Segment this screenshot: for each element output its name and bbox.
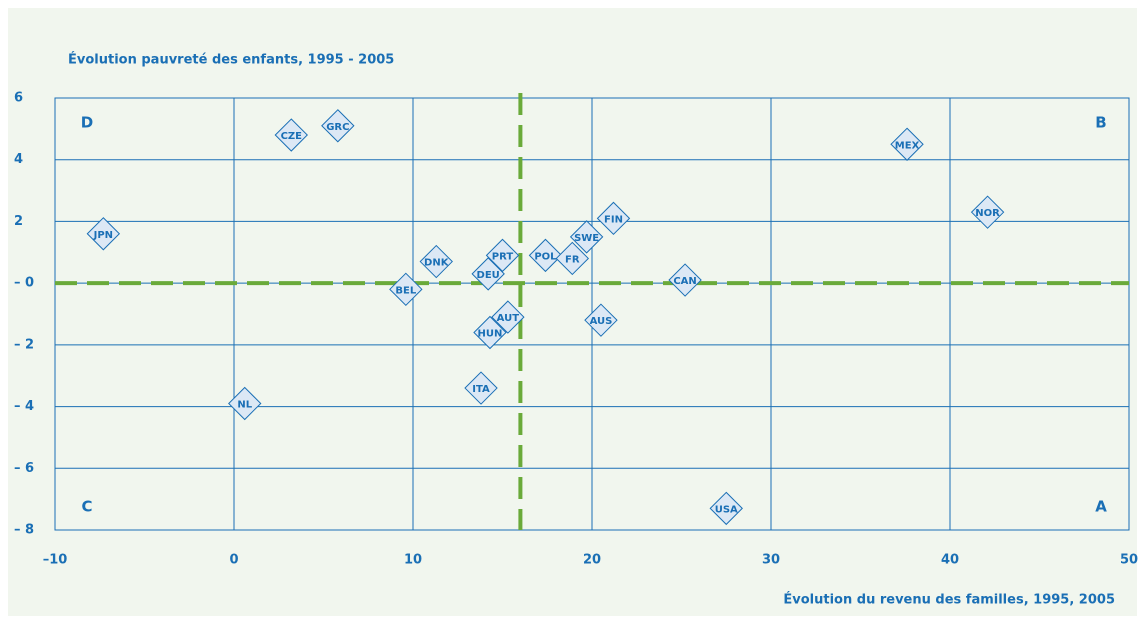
point-label: CAN [673, 276, 696, 287]
quadrant-label: A [1095, 498, 1107, 516]
x-tick-label: –10 [43, 553, 68, 568]
point-label: JPN [93, 230, 113, 241]
x-tick-label: 10 [404, 553, 422, 568]
point [584, 303, 618, 337]
y-tick-label: 6 [14, 91, 23, 106]
point-label: NOR [975, 208, 1000, 219]
point-label: DEU [477, 270, 500, 281]
quadrant-label: B [1095, 114, 1106, 132]
point [491, 300, 525, 334]
point-label: CZE [281, 131, 303, 142]
x-tick-label: 20 [583, 553, 601, 568]
point-label: AUT [497, 313, 520, 324]
y-tick-label: 2 [14, 214, 23, 229]
point-label: DNK [424, 258, 450, 269]
point-label: MEX [895, 140, 920, 151]
point [389, 272, 423, 307]
point [321, 109, 355, 143]
point [555, 241, 590, 276]
chart-title: Évolution pauvreté des enfants, 1995 - 2… [68, 52, 394, 68]
y-tick-label: 4 [14, 152, 23, 167]
point-label: SWE [574, 233, 599, 244]
quadrant-label: C [81, 498, 92, 516]
y-tick-label: – 2 [14, 337, 34, 352]
point [569, 220, 604, 254]
y-tick-label: – 6 [14, 461, 34, 476]
x-tick-label: 0 [229, 553, 238, 568]
quadrant-label: D [81, 114, 93, 132]
point-label: GRC [326, 122, 349, 133]
point [890, 127, 924, 161]
x-tick-label: 40 [941, 553, 959, 568]
y-tick-label: – 0 [14, 276, 34, 291]
y-tick-label: – 8 [14, 523, 34, 538]
point-label: ITA [472, 384, 490, 395]
point [970, 195, 1005, 229]
point-label: FIN [604, 214, 623, 225]
point [471, 257, 505, 291]
point [464, 371, 498, 405]
point-label: AUS [590, 316, 613, 327]
point [485, 238, 520, 273]
point [668, 263, 702, 297]
point [596, 201, 631, 236]
point-label: PRT [492, 251, 514, 262]
point [709, 491, 743, 526]
point-label: BEL [395, 285, 416, 296]
point [419, 244, 453, 279]
point [228, 386, 262, 421]
panel [8, 8, 1137, 616]
point-label: HUN [478, 329, 503, 340]
x-tick-label: 30 [762, 553, 780, 568]
x-tick-label: 50 [1120, 553, 1138, 568]
point-label: USA [715, 504, 738, 515]
point [528, 238, 563, 273]
point-label: FR [565, 254, 580, 265]
point [473, 315, 507, 350]
point-label: NL [237, 399, 252, 410]
point [86, 217, 121, 251]
point-label: POL [534, 251, 557, 262]
point [274, 118, 308, 152]
y-tick-label: – 4 [14, 399, 34, 414]
x-axis-label: Évolution du revenu des familles, 1995, … [783, 592, 1115, 608]
